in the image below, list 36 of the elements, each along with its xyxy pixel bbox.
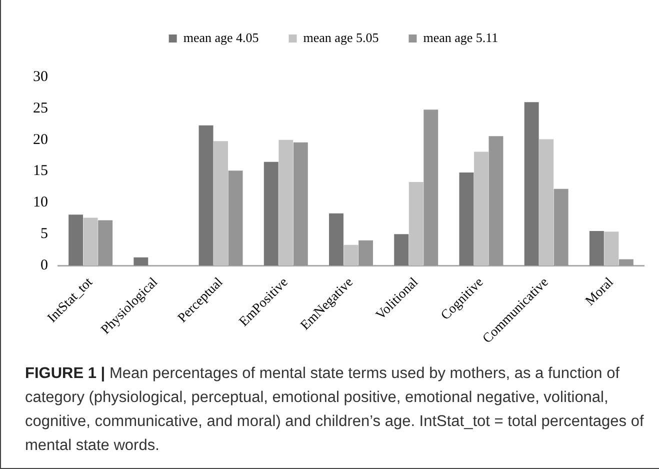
- bar: [68, 214, 84, 266]
- bar: [344, 244, 358, 266]
- bar: [228, 170, 243, 266]
- bar: [394, 234, 409, 266]
- y-tick-label: 5: [40, 226, 48, 242]
- bar: [524, 102, 539, 266]
- bar: [214, 141, 228, 266]
- bar: [98, 220, 113, 266]
- bar: [589, 231, 604, 266]
- bar: [134, 257, 148, 266]
- bar: [358, 240, 373, 266]
- bar: [278, 140, 294, 266]
- bar: [539, 139, 554, 266]
- bar: [293, 142, 308, 266]
- bar: [618, 259, 634, 266]
- y-tick-label: 25: [33, 100, 48, 116]
- legend-label: mean age 4.05: [183, 30, 259, 45]
- legend-label: mean age 5.05: [303, 30, 379, 45]
- bar: [83, 218, 98, 266]
- bar: [459, 172, 474, 266]
- bar: [408, 182, 424, 266]
- bar: [488, 136, 504, 266]
- caption: FIGURE 1 | Mean percentages of mental state terms used by mothers, as a function of category (physiological, perceptual, emotional positive, emotional negative, volitional, cognitive, communicative, and moral) and children’s age. IntStat_tot = total percentages of mental state words.: [25, 364, 645, 456]
- legend-label: mean age 5.11: [423, 30, 498, 45]
- y-tick-label: 15: [33, 163, 48, 180]
- bar: [604, 232, 619, 266]
- y-tick-label: 30: [33, 68, 48, 85]
- y-tick-label: 10: [33, 194, 48, 211]
- y-tick-label: 0: [40, 258, 48, 274]
- bar: [329, 213, 344, 266]
- bar: [474, 152, 488, 266]
- y-tick-label: 20: [33, 132, 48, 148]
- bar: [554, 188, 568, 266]
- bar: [424, 110, 438, 266]
- bar: [264, 162, 278, 266]
- bar: [198, 125, 214, 266]
